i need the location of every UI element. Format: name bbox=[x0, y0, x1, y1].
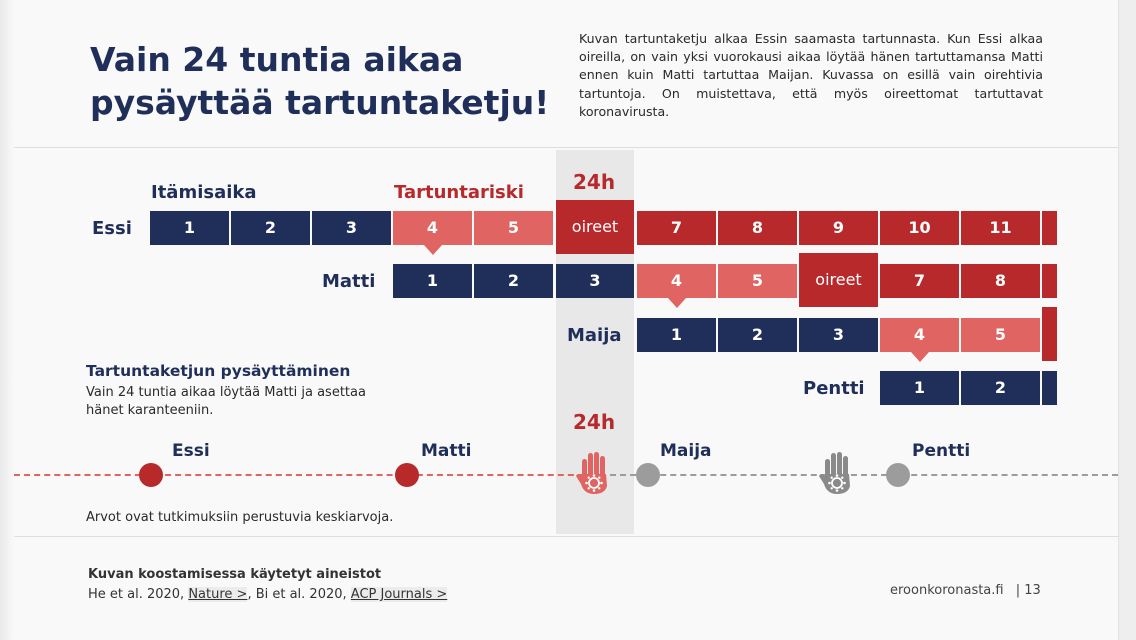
sources-heading: Kuvan koostamisessa käytetyt aineistot bbox=[88, 567, 382, 582]
24h-top-label: 24h bbox=[573, 170, 616, 194]
person-label-maija: Maija bbox=[567, 325, 622, 346]
essi-day-cell: 1 bbox=[150, 211, 229, 245]
source-bi-text: , Bi et al. 2020, bbox=[247, 587, 351, 602]
maija-day-cell: 3 bbox=[799, 318, 878, 352]
hand-stop-icon-gray bbox=[819, 452, 850, 494]
divider-bottom bbox=[14, 536, 1118, 537]
sources-line: He et al. 2020, Nature >, Bi et al. 2020… bbox=[88, 587, 448, 602]
averages-note: Arvot ovat tutkimuksiin perustuvia keski… bbox=[86, 510, 394, 525]
page-number: | 13 bbox=[1015, 583, 1041, 598]
matti-day-cell: 1 bbox=[393, 264, 472, 298]
footer: eroonkoronasta.fi | 13 bbox=[890, 583, 1041, 598]
incubation-label: Itämisaika bbox=[151, 182, 257, 203]
risk-label: Tartuntariski bbox=[394, 182, 524, 203]
stop-chain-heading: Tartuntaketjun pysäyttäminen bbox=[86, 362, 351, 380]
timeline-label-maija: Maija bbox=[660, 441, 712, 461]
matti-day-cell: 5 bbox=[718, 264, 797, 298]
matti-day-cell: 2 bbox=[474, 264, 553, 298]
intro-text: Kuvan tartuntaketju alkaa Essin saamasta… bbox=[579, 31, 1043, 119]
maija-transmission-marker bbox=[911, 352, 929, 362]
essi-day-cell: 10 bbox=[880, 211, 959, 245]
page-title: Vain 24 tuntia aikaa pysäyttää tartuntak… bbox=[90, 38, 549, 124]
timeline-label-essi: Essi bbox=[172, 441, 210, 461]
timeline-dashed-red bbox=[14, 474, 594, 476]
timeline-dot-pentti bbox=[886, 463, 910, 487]
essi-day-cell: 2 bbox=[231, 211, 310, 245]
matti-day-cell-partial bbox=[1042, 264, 1057, 298]
divider-top bbox=[14, 147, 1118, 148]
page-shadow bbox=[0, 0, 14, 640]
timeline-dot-essi bbox=[139, 463, 163, 487]
timeline-label-matti: Matti bbox=[421, 441, 472, 461]
matti-day-cell: 4 bbox=[637, 264, 716, 298]
essi-day-cell-partial bbox=[1042, 211, 1057, 245]
24h-bottom-label: 24h bbox=[573, 410, 616, 434]
footer-site: eroonkoronasta.fi bbox=[890, 583, 1004, 598]
pentti-day-cell: 1 bbox=[880, 371, 959, 405]
essi-day-cell: 5 bbox=[474, 211, 553, 245]
timeline-dot-matti bbox=[395, 463, 419, 487]
matti-day-cell: 8 bbox=[961, 264, 1040, 298]
timeline-dot-maija bbox=[636, 463, 660, 487]
nature-link[interactable]: Nature > bbox=[188, 587, 248, 602]
title-line-2: pysäyttää tartuntaketju! bbox=[90, 83, 550, 122]
person-label-essi: Essi bbox=[92, 218, 132, 239]
maija-day-cell: 2 bbox=[718, 318, 797, 352]
hand-stop-icon-red bbox=[576, 452, 607, 494]
maija-day-cell: 1 bbox=[637, 318, 716, 352]
maija-symptoms-cell-partial bbox=[1042, 307, 1057, 361]
essi-transmission-marker bbox=[424, 245, 442, 255]
acp-journals-link[interactable]: ACP Journals > bbox=[350, 587, 448, 602]
matti-day-cell: 3 bbox=[556, 264, 634, 298]
essi-day-cell: 9 bbox=[799, 211, 878, 245]
timeline-label-pentti: Pentti bbox=[912, 441, 971, 461]
essi-day-cell: 7 bbox=[637, 211, 716, 245]
essi-symptoms-cell: oireet bbox=[556, 200, 634, 254]
timeline-dashed-gray bbox=[610, 474, 1118, 476]
matti-transmission-marker bbox=[668, 298, 686, 308]
matti-day-cell: 7 bbox=[880, 264, 959, 298]
maija-day-cell: 4 bbox=[880, 318, 959, 352]
source-he-text: He et al. 2020, bbox=[88, 587, 189, 602]
pentti-day-cell-partial bbox=[1042, 371, 1057, 405]
person-label-pentti: Pentti bbox=[803, 378, 865, 399]
pentti-day-cell: 2 bbox=[961, 371, 1040, 405]
page-edge bbox=[1118, 0, 1136, 640]
stop-chain-text: Vain 24 tuntia aikaa löytää Matti ja ase… bbox=[86, 385, 366, 418]
essi-day-cell: 8 bbox=[718, 211, 797, 245]
maija-day-cell: 5 bbox=[961, 318, 1040, 352]
essi-day-cell: 4 bbox=[393, 211, 472, 245]
essi-day-cell: 11 bbox=[961, 211, 1040, 245]
matti-symptoms-cell: oireet bbox=[799, 253, 878, 307]
person-label-matti: Matti bbox=[322, 271, 376, 292]
essi-day-cell: 3 bbox=[312, 211, 391, 245]
title-line-1: Vain 24 tuntia aikaa bbox=[90, 40, 464, 79]
